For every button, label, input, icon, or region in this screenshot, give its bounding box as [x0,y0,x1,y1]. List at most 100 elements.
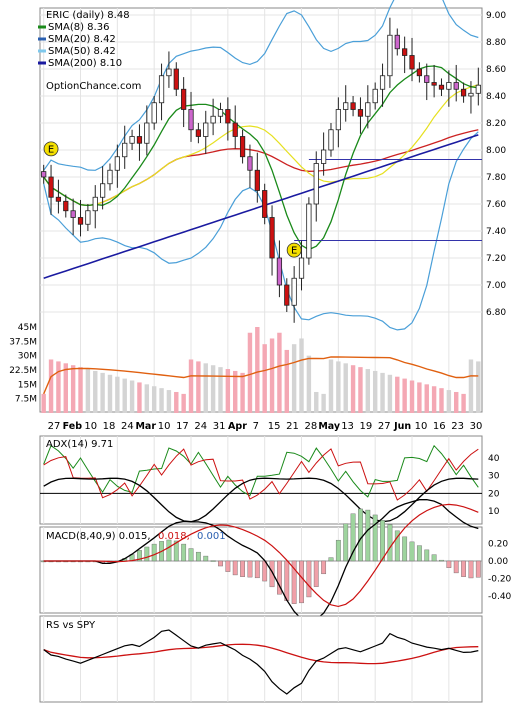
volume-panel: 45M 37.5M 30M 22.5M 15M 7.5M [9,323,481,413]
macd-histogram-bar [269,560,275,588]
volume-bar [56,361,61,413]
legend-entry: SMA(50) 8.42 [48,46,116,57]
candle-body [92,196,98,212]
candle-body [210,115,216,124]
candle-body [460,88,467,97]
volume-bar [203,363,208,413]
volume-bar [446,390,452,413]
candle-body [394,34,400,50]
macd-histogram-bar [468,560,474,579]
price-tick-label: 8.60 [486,65,506,75]
candle-body [188,109,194,131]
candle-body [166,68,172,77]
x-axis-tick-label: 27 [378,421,391,432]
rs-vs-spy-panel: RS vs SPY [39,615,483,703]
x-axis-tick-label: Mar [135,421,156,432]
volume-tick-label: 30M [18,352,37,362]
price-tick-label: 8.20 [486,119,506,129]
adx-tick-label: 30 [488,472,500,482]
candle-body [328,129,334,151]
volume-bar [306,355,312,413]
volume-bar [225,369,231,413]
volume-bar [115,376,120,413]
macd-histogram-bar [394,530,400,562]
price-tick-label: 8.00 [486,146,506,156]
x-axis-tick-label: 10 [415,421,428,432]
macd-signal-value: 0.018, [158,531,190,542]
macd-histogram-bar [343,523,349,562]
volume-tick-label: 37.5M [9,337,37,347]
x-axis-tick-label: 24 [194,421,207,432]
volume-bar [41,393,46,413]
candle-body [232,122,238,137]
candle-body [114,156,120,171]
rs-plot-area [39,615,483,703]
earnings-event-marker [43,141,59,157]
rs-line [43,629,479,695]
volume-bar [476,361,481,413]
legend-entry: SMA(8) 8.36 [48,22,109,33]
x-axis-tick-label: 16 [433,421,446,432]
adx-panel: 40 30 20 10 ADX(14) 9.71 [39,435,500,525]
volume-bar [159,388,164,413]
candle-body [276,257,283,286]
candle-body [158,75,165,104]
minus-di-line [43,448,479,501]
x-axis-date-labels: 27 Feb 10 18 24 Mar 10 17 24 31 Apr 7 15 21 28 May 13 19 2… [48,421,483,432]
volume-bar [78,367,83,413]
candle-body [335,109,341,131]
x-axis-tick-label: 27 [48,421,61,432]
macd-histogram-bar [144,546,150,562]
candle-body [343,102,349,110]
candle-body [416,68,422,77]
macd-histogram-bar [365,509,371,562]
rs-legend-label: RS vs SPY [46,620,96,631]
macd-panel: 0.20 0.00 -0.20 -0.40 MACD(8,40,9) 0.015, 0.0… [39,498,512,623]
volume-bar [100,372,105,413]
macd-histogram-bar [240,560,245,577]
candle-body [379,75,386,90]
candle-body [181,88,187,110]
candle-body [217,109,224,117]
volume-bar [365,369,371,413]
price-tick-label: 7.00 [486,281,506,291]
macd-histogram-bar [431,554,437,562]
candle-body [475,84,481,94]
macd-tick-label: -0.20 [488,574,512,584]
candle-body [63,200,69,212]
x-axis-tick-label: 10 [158,421,171,432]
macd-histogram-bar [195,551,201,562]
volume-bar [262,344,267,413]
volume-bar [151,386,157,413]
candle-body [424,75,430,83]
bollinger-lower-band [43,131,479,331]
volume-bar [144,384,150,413]
price-tick-label: 8.80 [486,38,506,48]
macd-histogram-bar [409,541,415,562]
macd-histogram-bar [137,550,142,562]
plus-di-line [43,444,479,498]
candle-body [239,136,246,158]
volume-bar [277,332,282,413]
volume-bar [395,376,400,413]
candle-body [298,257,305,279]
price-tick-label: 7.20 [486,254,506,264]
volume-bar [166,390,172,413]
volume-bar [137,382,142,413]
macd-plot-area [39,526,483,614]
candle-body [468,92,474,97]
candle-body [129,136,135,144]
macd-histogram-bar [218,560,223,567]
volume-bar [454,391,459,413]
macd-histogram-bar [461,560,466,577]
volume-tick-label: 22.5M [9,366,37,376]
volume-bar [299,338,304,413]
x-axis-tick-label: 17 [176,421,189,432]
volume-bar [269,338,275,413]
rs-moving-average [43,643,479,665]
macd-histogram-bar [291,560,297,604]
candle-body [306,203,312,259]
volume-bar [85,369,91,413]
volume-bar [70,365,76,413]
candle-body [453,82,459,90]
